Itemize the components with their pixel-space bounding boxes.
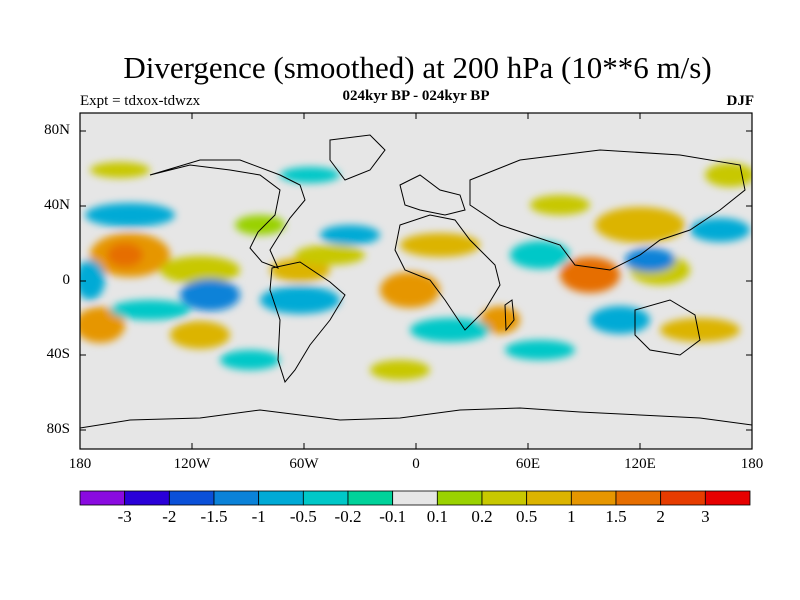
colorbar-label: -1.5: [200, 507, 228, 526]
colorbar-swatch: [481, 490, 528, 506]
divergence-patch: [510, 241, 570, 269]
colorbar-label: -2: [162, 507, 177, 526]
divergence-patch: [85, 203, 175, 227]
divergence-patch: [380, 272, 440, 308]
divergence-patch: [160, 256, 240, 284]
colorbar-swatch: [213, 490, 260, 506]
divergence-patch: [80, 307, 125, 343]
lon-label-120w: 120W: [173, 456, 211, 472]
divergence-patch: [90, 162, 150, 178]
colorbar-label: -1: [251, 507, 266, 526]
colorbar-swatch: [168, 490, 215, 506]
divergence-patch: [320, 225, 380, 245]
season-label: DJF: [726, 93, 755, 109]
colorbar-swatch: [302, 490, 349, 506]
plot-title: Divergence (smoothed) at 200 hPa (10**6 …: [123, 50, 712, 85]
plot-subtitle: 024kyr BP - 024kyr BP: [342, 88, 490, 104]
colorbar-swatch: [436, 490, 483, 506]
divergence-patch: [625, 248, 675, 272]
colorbar-swatch: [615, 490, 662, 506]
divergence-patch: [530, 195, 590, 215]
colorbar-label: 0.5: [516, 507, 538, 526]
colorbar-label: -3: [117, 507, 132, 526]
colorbar-label: 3: [701, 507, 710, 526]
colorbar-swatch: [660, 490, 706, 506]
divergence-patch: [505, 340, 575, 360]
divergence-patch: [80, 260, 105, 300]
divergence-patch: [480, 306, 520, 334]
coastlines: [80, 134, 752, 429]
lat-label-80n: 80N: [44, 122, 70, 138]
divergence-patch: [280, 167, 340, 183]
colorbar-swatch: [258, 490, 304, 506]
colorbar-swatch: [124, 490, 170, 506]
experiment-label: Expt = tdxox-tdwzx: [80, 93, 201, 109]
divergence-patch: [180, 279, 240, 311]
lon-label-180e: 180: [740, 456, 764, 472]
axis-ticks: [80, 113, 752, 449]
divergence-patch: [110, 300, 190, 320]
lat-label-40s: 40S: [46, 346, 70, 362]
divergence-patch: [260, 286, 340, 314]
divergence-patch: [170, 321, 230, 349]
colorbar-label: -0.2: [334, 507, 362, 526]
divergence-patch: [660, 318, 740, 342]
colorbar-label: 2: [656, 507, 665, 526]
divergence-patch: [590, 306, 650, 334]
colorbar-swatch: [570, 490, 617, 506]
divergence-patch: [410, 318, 490, 342]
lon-label-60w: 60W: [289, 456, 319, 472]
divergence-patch: [705, 163, 752, 187]
divergence-patch: [370, 360, 430, 380]
lon-label-0: 0: [412, 456, 420, 472]
divergence-patch: [235, 215, 285, 235]
colorbar: [79, 490, 751, 506]
lon-label-180w: 180: [68, 456, 92, 472]
colorbar-label: 1: [567, 507, 576, 526]
divergence-patch: [400, 233, 480, 257]
colorbar-swatch: [392, 490, 438, 506]
lat-label-80s: 80S: [46, 421, 70, 437]
divergence-patch: [690, 218, 750, 242]
lat-label-40n: 40N: [44, 197, 70, 213]
lon-label-60e: 60E: [515, 456, 541, 472]
colorbar-swatch: [526, 490, 572, 506]
colorbar-label: 0.1: [426, 507, 448, 526]
divergence-patch: [220, 350, 280, 370]
divergence-patch: [560, 257, 620, 293]
colorbar-label: 1.5: [605, 507, 627, 526]
lon-label-120e: 120E: [624, 456, 656, 472]
colorbar-swatch: [704, 490, 751, 506]
colorbar-label: -0.5: [289, 507, 317, 526]
divergence-patch: [295, 245, 365, 265]
colorbar-label: 0.2: [471, 507, 493, 526]
colorbar-swatch: [347, 490, 394, 506]
divergence-patch: [595, 207, 685, 243]
colorbar-label: -0.1: [379, 507, 407, 526]
divergence-patch: [107, 243, 143, 267]
divergence-field: [80, 113, 752, 449]
colorbar-swatch: [79, 490, 126, 506]
lat-label-0: 0: [62, 272, 71, 288]
